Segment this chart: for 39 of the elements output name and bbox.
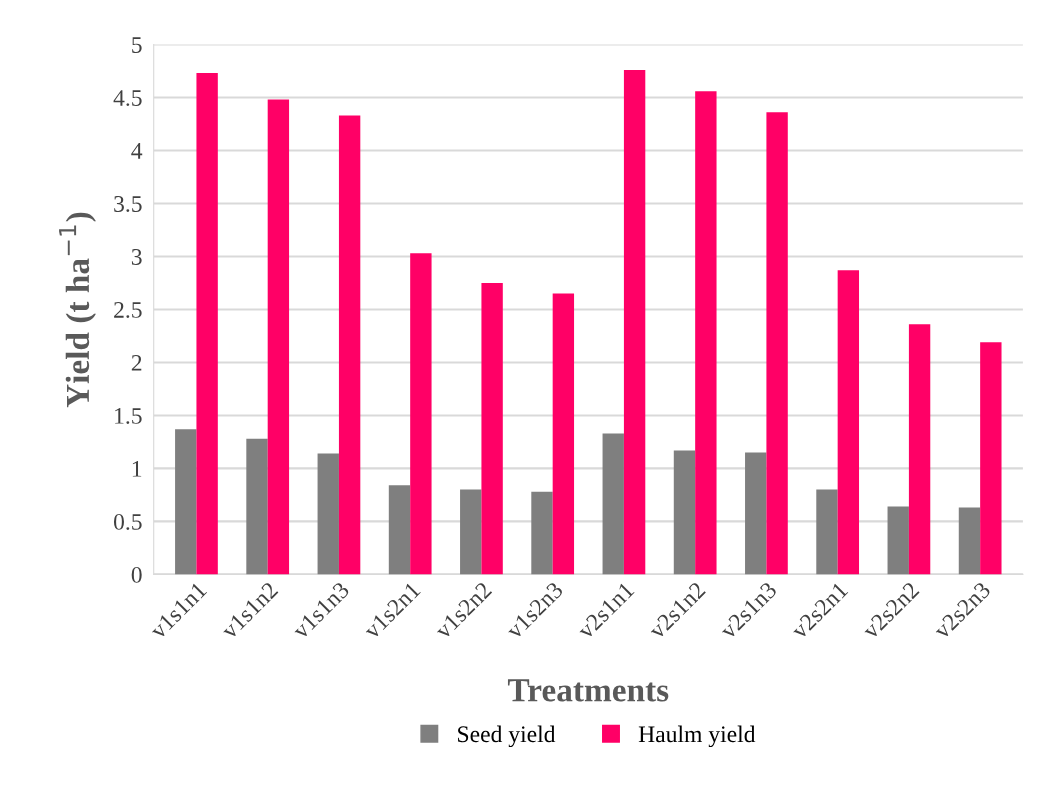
- bar: [623, 69, 646, 575]
- bar: [958, 507, 981, 575]
- bar: [246, 438, 268, 575]
- bar: [837, 270, 860, 575]
- y-tick-label: 4: [131, 143, 143, 159]
- bar: [887, 506, 909, 575]
- bar: [552, 293, 575, 575]
- y-tick-label: 0: [131, 566, 142, 583]
- bar: [695, 91, 717, 575]
- bar: [338, 115, 361, 575]
- y-tick-label: 1: [132, 461, 142, 477]
- bar: [745, 452, 767, 575]
- x-axis-title: Treatments: [507, 679, 669, 702]
- bar: [460, 489, 482, 575]
- y-tick-label: 3: [131, 249, 142, 265]
- y-tick-label: 3.5: [114, 196, 142, 212]
- bar: [175, 429, 197, 575]
- bar: [980, 342, 1002, 575]
- bar: [602, 433, 624, 575]
- bar: [766, 112, 788, 575]
- bar: [317, 453, 339, 575]
- bar: [673, 450, 696, 575]
- bar: [410, 253, 432, 575]
- y-tick-label: 1.5: [115, 408, 142, 424]
- bar: [388, 485, 411, 575]
- y-axis-title: Yield (t ha$^{−1}$): [59, 212, 96, 408]
- y-tick-label: 4.5: [113, 90, 142, 107]
- bar: [531, 491, 553, 575]
- y-tick-label: 2.5: [114, 302, 142, 318]
- legend-label: Seed yield: [458, 725, 556, 748]
- bar: [816, 489, 838, 575]
- bar: [908, 324, 931, 575]
- bar: [196, 73, 218, 575]
- y-tick-label: 5: [132, 37, 142, 53]
- y-tick-label: 0.5: [113, 513, 142, 530]
- bar: [267, 99, 290, 575]
- legend-label: Haulm yield: [638, 725, 756, 748]
- bar: [481, 282, 503, 575]
- y-tick-label: 2: [131, 354, 142, 371]
